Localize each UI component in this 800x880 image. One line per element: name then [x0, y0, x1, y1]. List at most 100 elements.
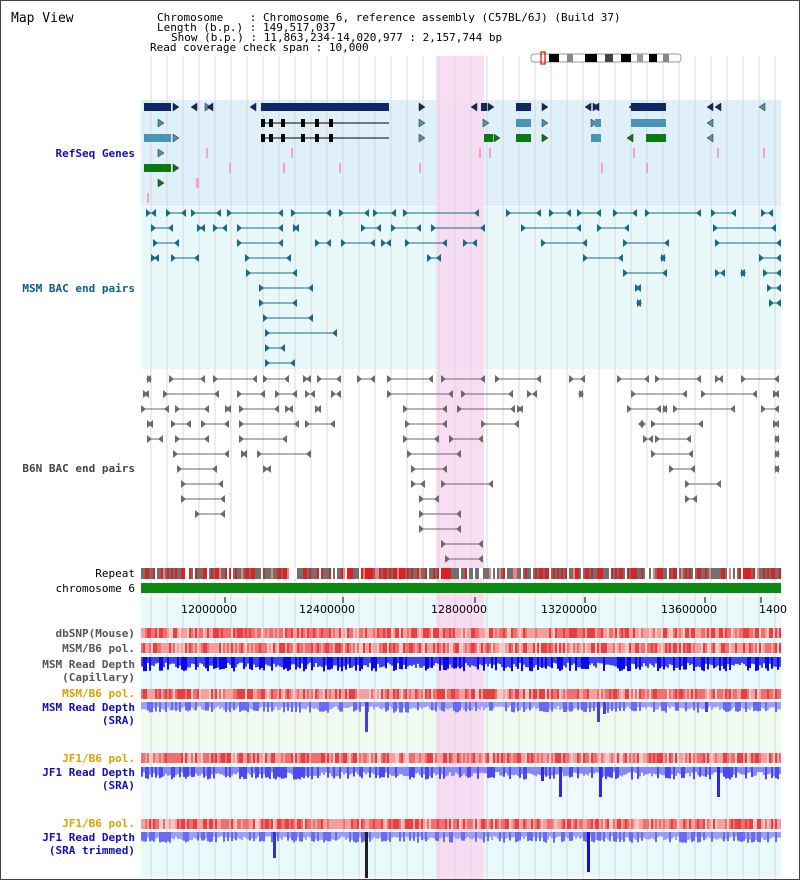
heat-cell [661, 643, 663, 653]
heat-cell [649, 689, 651, 699]
heat-cell [145, 819, 147, 829]
track-label-jf1-depth-trimmed[interactable]: JF1 Read Depth (SRA trimmed) [42, 831, 135, 857]
depth-bar [711, 702, 713, 710]
depth-bar [165, 832, 167, 843]
track-label-dbsnp[interactable]: dbSNP(Mouse) [55, 627, 135, 640]
heat-cell [215, 819, 217, 829]
track-label-b6n-bac[interactable]: B6N BAC end pairs [22, 462, 135, 475]
heat-cell [473, 819, 475, 829]
heat-cell [201, 628, 203, 638]
bac-end [420, 480, 425, 488]
heat-cell [545, 628, 547, 638]
heat-cell [617, 628, 619, 638]
bac-end [166, 209, 171, 217]
heat-cell [757, 643, 759, 653]
gene-arrow [706, 133, 714, 143]
bac-end [774, 375, 779, 383]
bac-end [769, 299, 774, 307]
heat-cell [405, 689, 407, 699]
heat-cell [535, 753, 537, 763]
heat-cell [315, 628, 317, 638]
track-label-refseq[interactable]: RefSeq Genes [55, 147, 135, 160]
bac-end [457, 405, 462, 413]
bac-end [376, 224, 381, 232]
heat-cell [395, 643, 397, 653]
heat-cell [267, 643, 269, 653]
heat-cell [347, 753, 349, 763]
depth-bar [215, 767, 217, 774]
track-label-msm-depth-sra[interactable]: MSM Read Depth (SRA) [42, 701, 135, 727]
repeat-segment [687, 568, 689, 579]
depth-bar [373, 767, 375, 775]
heat-cell [415, 689, 417, 699]
heat-cell [601, 753, 603, 763]
depth-bar [629, 657, 631, 671]
bac-end [774, 465, 779, 473]
depth-bar [613, 832, 615, 842]
depth-bar [739, 832, 741, 842]
refseq-tick [646, 163, 648, 173]
depth-bar [255, 702, 257, 711]
bac-end [263, 465, 268, 473]
depth-bar [321, 832, 323, 840]
repeat-segment [561, 568, 563, 579]
heat-cell [383, 643, 385, 653]
heat-cell [699, 689, 701, 699]
heat-cell [503, 689, 505, 699]
heat-cell [649, 753, 651, 763]
depth-bar [157, 657, 159, 663]
depth-bar [569, 832, 571, 841]
depth-bar [725, 702, 727, 712]
heat-cell [227, 819, 229, 829]
track-label-msm-b6-pol-1[interactable]: MSM/B6 pol. [62, 642, 135, 655]
depth-bar [351, 657, 353, 668]
bac-end [582, 239, 587, 247]
heat-cell [707, 643, 709, 653]
track-label-msm-depth-capillary[interactable]: MSM Read Depth (Capillary) [42, 658, 135, 684]
heat-cell [729, 819, 731, 829]
track-label-jf1-b6-pol-1[interactable]: JF1/B6 pol. [62, 752, 135, 765]
depth-bar [767, 657, 769, 671]
track-label-jf1-b6-pol-2[interactable]: JF1/B6 pol. [62, 817, 135, 830]
track-label-msm-bac[interactable]: MSM BAC end pairs [22, 282, 135, 295]
heat-cell [639, 753, 641, 763]
heat-cell [159, 628, 161, 638]
bac-end [239, 405, 244, 413]
heat-cell [153, 628, 155, 638]
track-label-msm-b6-pol-2[interactable]: MSM/B6 pol. [62, 687, 135, 700]
depth-bar [757, 767, 759, 773]
heat-cell [699, 643, 701, 653]
heat-cell [249, 643, 251, 653]
depth-bar [701, 657, 703, 671]
depth-bar [495, 657, 497, 671]
depth-bar [639, 767, 641, 777]
track-label-jf1-depth-sra[interactable]: JF1 Read Depth (SRA) [42, 766, 135, 792]
depth-bar [761, 657, 763, 668]
depth-bar [327, 832, 329, 842]
repeat-segment [539, 568, 541, 579]
depth-bar [243, 702, 245, 711]
gene-block [329, 119, 333, 127]
gene-block [281, 119, 285, 127]
heat-cell [537, 819, 539, 829]
depth-bar [521, 657, 523, 672]
depth-bar [347, 832, 349, 839]
heat-cell [169, 643, 171, 653]
bac-end [478, 435, 483, 443]
bac-end [164, 405, 169, 413]
axis-tick-label: 13600000 [661, 603, 717, 616]
depth-bar [689, 702, 691, 709]
heat-cell [399, 689, 401, 699]
depth-bar [209, 832, 211, 843]
heat-cell [497, 689, 499, 699]
bac-end [514, 420, 519, 428]
bac-end [685, 495, 690, 503]
heat-cell [279, 819, 281, 829]
heat-cell [199, 819, 201, 829]
bac-end [713, 224, 718, 232]
depth-bar [691, 657, 693, 665]
heat-cell [239, 628, 241, 638]
depth-bar [521, 832, 523, 837]
bac-end [148, 420, 153, 428]
